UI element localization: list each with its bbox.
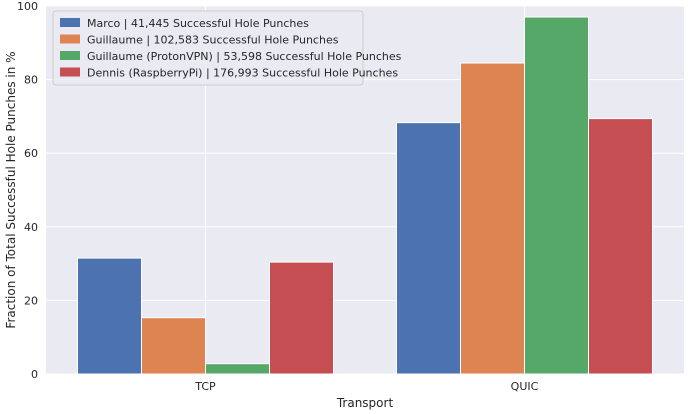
legend-entry: Guillaume | 102,583 Successful Hole Punc… <box>87 34 339 47</box>
y-tick-label: 20 <box>24 294 38 307</box>
legend-entry: Marco | 41,445 Successful Hole Punches <box>87 17 309 30</box>
bar-tcp-series-4 <box>269 261 334 375</box>
y-axis-label: Fraction of Total Successful Hole Punche… <box>4 51 18 328</box>
bar-quic-series-1 <box>396 122 461 375</box>
legend: Marco | 41,445 Successful Hole Punches Gu… <box>52 10 402 86</box>
legend-entry: Dennis (RaspberryPi) | 176,993 Successfu… <box>87 67 398 80</box>
y-tick-label: 0 <box>31 368 38 381</box>
x-axis-label: Transport <box>336 396 394 410</box>
bar-tcp-series-3 <box>205 363 270 375</box>
legend-swatch <box>60 18 80 27</box>
bar-tcp-series-2 <box>141 317 206 375</box>
x-tick-label: TCP <box>194 380 216 393</box>
legend-entry: Guillaume (ProtonVPN) | 53,598 Successfu… <box>87 50 402 63</box>
bars <box>77 16 653 375</box>
bar-quic-series-4 <box>588 118 653 375</box>
legend-swatch <box>60 34 80 44</box>
bar-tcp-series-1 <box>77 257 142 375</box>
bar-quic-series-2 <box>460 62 525 375</box>
legend-swatch <box>60 51 80 60</box>
x-tick-label: QUIC <box>511 380 539 393</box>
y-axis-ticks: 0 20 40 60 80 100 <box>17 0 38 381</box>
legend-box <box>52 10 364 86</box>
legend-swatch <box>60 67 80 77</box>
x-axis-ticks: TCP QUIC <box>194 380 538 393</box>
y-tick-label: 60 <box>24 147 38 160</box>
y-tick-label: 40 <box>24 221 38 234</box>
bar-quic-series-3 <box>524 16 589 375</box>
y-tick-label: 80 <box>24 74 38 87</box>
y-tick-label: 100 <box>17 0 38 13</box>
